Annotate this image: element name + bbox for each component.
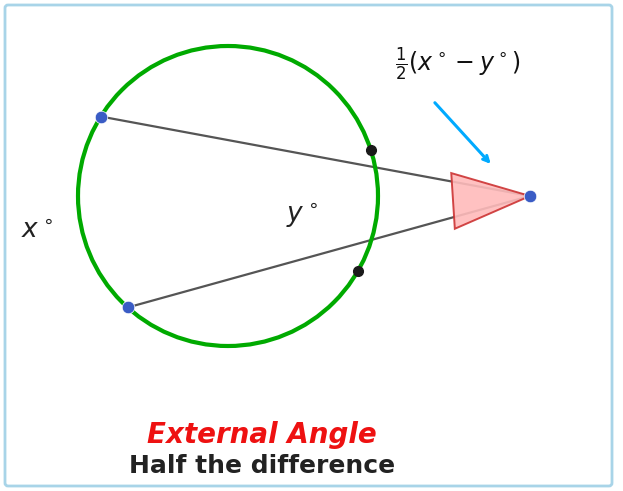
Text: $x^\circ$: $x^\circ$ <box>21 218 54 244</box>
Text: $y^\circ$: $y^\circ$ <box>286 202 318 230</box>
Text: $\frac{1}{2}(x^\circ - y^\circ)$: $\frac{1}{2}(x^\circ - y^\circ)$ <box>395 45 521 82</box>
Text: External Angle: External Angle <box>147 420 376 449</box>
Polygon shape <box>451 173 530 229</box>
FancyBboxPatch shape <box>5 5 612 486</box>
Text: Half the difference: Half the difference <box>128 455 395 478</box>
